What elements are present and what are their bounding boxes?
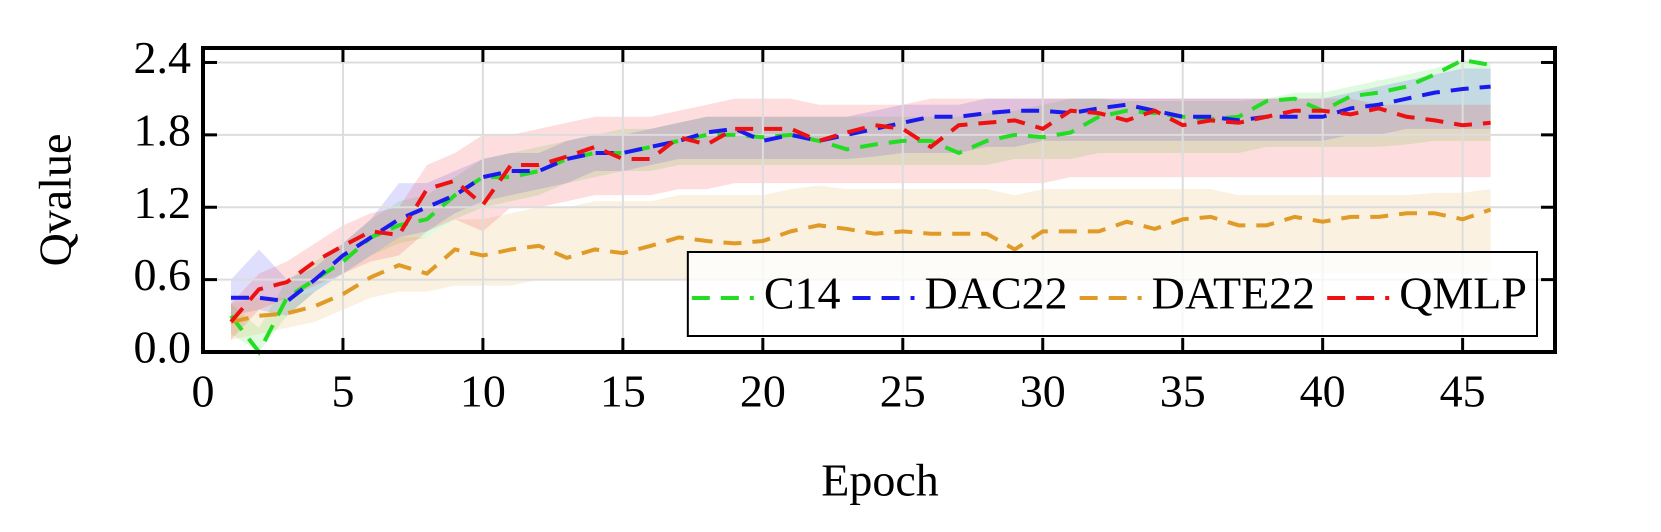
x-tick-label: 20 [740, 366, 786, 417]
plot-frame [201, 46, 1557, 354]
axes: 0 5 10 15 20 25 30 35 40 45 0.0 0.6 1.2 1.8 2.4 [134, 32, 1557, 417]
x-tick-label: 25 [880, 366, 926, 417]
y-tick-label: 0.6 [134, 249, 192, 300]
x-tick-label: 45 [1440, 366, 1486, 417]
legend-label: DATE22 [1152, 268, 1316, 319]
series-line [230, 84, 1491, 304]
x-tick-label: 5 [331, 366, 354, 417]
series-line [229, 106, 1491, 324]
x-tick-label: 35 [1160, 366, 1206, 417]
x-tick-label: 30 [1020, 366, 1066, 417]
x-tick-label: 0 [192, 366, 215, 417]
x-axis-label: Epoch [821, 455, 939, 506]
y-tick-label: 2.4 [134, 32, 192, 83]
lines [229, 57, 1492, 356]
legend-label: DAC22 [925, 268, 1068, 319]
x-tick-label: 15 [600, 366, 646, 417]
x-tick-label: 40 [1300, 366, 1346, 417]
y-axis-label: Qvalue [30, 134, 81, 267]
legend-label: QMLP [1399, 268, 1527, 319]
legend: C14 DAC22 DATE22 QMLP [686, 251, 1538, 337]
y-tick-label: 1.2 [134, 177, 192, 228]
y-tick-label: 0.0 [134, 322, 192, 373]
legend-box [686, 251, 1538, 337]
legend-label: C14 [764, 268, 841, 319]
band [230, 68, 1491, 316]
x-tick-label: 10 [460, 366, 506, 417]
y-tick-label: 1.8 [134, 104, 192, 155]
band [230, 60, 1491, 353]
band [230, 98, 1491, 340]
series-line [229, 57, 1491, 356]
